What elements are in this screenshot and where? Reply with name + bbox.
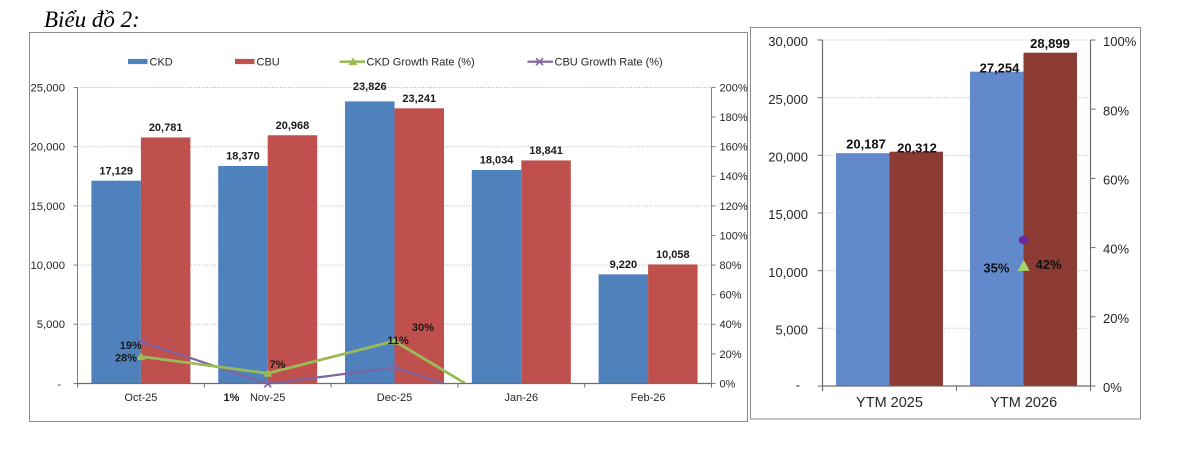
- svg-text:60%: 60%: [1103, 173, 1129, 188]
- svg-text:20,187: 20,187: [846, 137, 886, 152]
- svg-text:CKD Growth Rate (%): CKD Growth Rate (%): [367, 57, 475, 69]
- svg-text:27,254: 27,254: [980, 60, 1021, 75]
- svg-text:200%: 200%: [720, 82, 748, 94]
- svg-text:10,000: 10,000: [768, 265, 808, 280]
- svg-text:160%: 160%: [720, 142, 748, 154]
- svg-text:25,000: 25,000: [30, 82, 65, 94]
- svg-text:5,000: 5,000: [37, 319, 65, 331]
- svg-text:18,034: 18,034: [480, 155, 515, 167]
- svg-text:30,000: 30,000: [768, 34, 808, 49]
- svg-text:80%: 80%: [720, 260, 742, 272]
- svg-text:140%: 140%: [720, 171, 748, 183]
- svg-text:120%: 120%: [720, 201, 748, 213]
- svg-text:CBU Growth Rate (%): CBU Growth Rate (%): [555, 57, 663, 69]
- svg-text:25,000: 25,000: [768, 92, 808, 107]
- svg-text:Feb-26: Feb-26: [631, 392, 666, 404]
- svg-text:YTM 2025: YTM 2025: [856, 395, 923, 411]
- svg-text:CKD: CKD: [150, 57, 173, 69]
- svg-text:40%: 40%: [720, 319, 742, 331]
- svg-text:100%: 100%: [1103, 34, 1137, 49]
- svg-text:1%: 1%: [224, 392, 240, 404]
- svg-text:11%: 11%: [387, 335, 409, 347]
- svg-text:19%: 19%: [120, 340, 142, 352]
- svg-text:5,000: 5,000: [775, 322, 808, 337]
- svg-text:180%: 180%: [720, 112, 748, 124]
- svg-text:Dec-25: Dec-25: [377, 392, 412, 404]
- svg-text:10,000: 10,000: [30, 260, 65, 272]
- svg-text:20,968: 20,968: [276, 120, 310, 132]
- svg-text:15,000: 15,000: [30, 201, 65, 213]
- svg-text:Nov-25: Nov-25: [250, 392, 285, 404]
- svg-text:42%: 42%: [1035, 257, 1061, 272]
- svg-text:Jan-26: Jan-26: [504, 392, 538, 404]
- svg-text:YTM 2026: YTM 2026: [990, 395, 1057, 411]
- svg-text:23,826: 23,826: [353, 81, 387, 93]
- svg-text:20%: 20%: [1103, 311, 1129, 326]
- svg-text:60%: 60%: [720, 290, 742, 302]
- svg-text:Oct-25: Oct-25: [124, 392, 157, 404]
- svg-text:30%: 30%: [412, 322, 434, 334]
- svg-text:Biểu đồ 2:: Biểu đồ 2:: [44, 7, 140, 32]
- svg-text:15,000: 15,000: [768, 207, 808, 222]
- svg-text:-: -: [796, 378, 800, 393]
- svg-text:20%: 20%: [720, 349, 742, 361]
- svg-text:28%: 28%: [115, 353, 137, 365]
- svg-text:20,000: 20,000: [768, 149, 808, 164]
- svg-text:40%: 40%: [1103, 242, 1129, 257]
- svg-text:35%: 35%: [983, 261, 1009, 276]
- svg-text:0%: 0%: [720, 378, 736, 390]
- svg-text:10,058: 10,058: [656, 249, 690, 261]
- svg-text:CBU: CBU: [257, 57, 280, 69]
- svg-text:80%: 80%: [1103, 103, 1129, 118]
- svg-text:20,312: 20,312: [897, 141, 937, 156]
- svg-text:-: -: [57, 379, 61, 391]
- svg-text:28,899: 28,899: [1030, 36, 1070, 51]
- svg-text:17,129: 17,129: [99, 165, 133, 177]
- svg-text:9,220: 9,220: [610, 259, 638, 271]
- svg-text:23,241: 23,241: [402, 93, 436, 105]
- svg-text:100%: 100%: [720, 230, 748, 242]
- svg-text:18,841: 18,841: [529, 145, 563, 157]
- svg-text:0%: 0%: [1103, 380, 1122, 395]
- svg-text:7%: 7%: [270, 359, 286, 371]
- svg-text:20,000: 20,000: [30, 142, 65, 154]
- svg-text:18,370: 18,370: [226, 151, 260, 163]
- svg-text:20,781: 20,781: [149, 122, 183, 134]
